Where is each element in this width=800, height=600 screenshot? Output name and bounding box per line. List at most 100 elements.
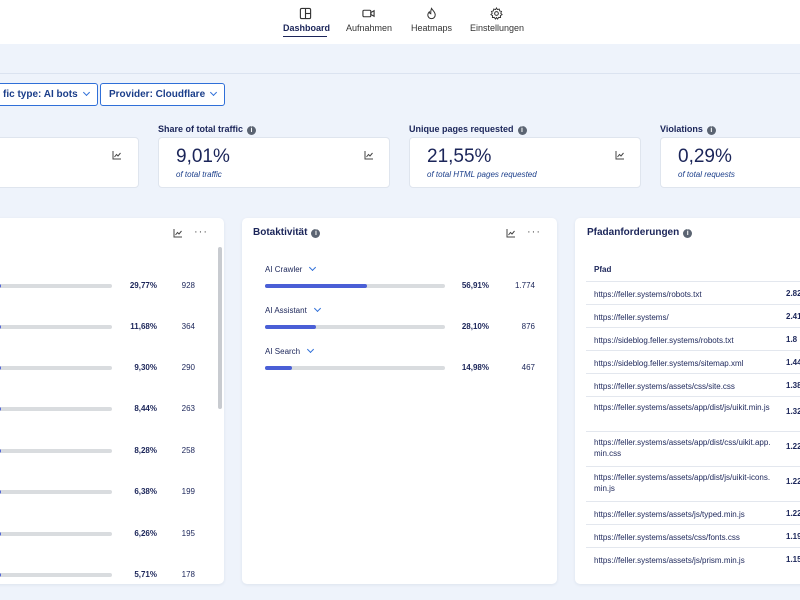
row-count: 290 <box>181 363 195 372</box>
top-navigation: Dashboard Aufnahmen Heatmaps Einstellung… <box>0 0 800 44</box>
bar-track <box>0 532 112 536</box>
table-row[interactable]: https://feller.systems/assets/js/typed.m… <box>586 501 800 522</box>
kpi-title-violations-text: Violations <box>660 124 703 134</box>
bar-fill <box>0 573 1 577</box>
path-count: 1.22 <box>786 442 800 451</box>
path-url[interactable]: https://sideblog.feller.systems/robots.t… <box>594 336 734 345</box>
kpi-title-unique-text: Unique pages requested <box>409 124 514 134</box>
kpi-card-violations: 0,29% of total requests <box>660 137 800 188</box>
row-percentage: 6,38% <box>134 487 157 496</box>
path-count: 1.8 <box>786 335 798 344</box>
kpi-sub-unique: of total HTML pages requested <box>427 170 537 179</box>
row-count: 876 <box>521 322 535 331</box>
bar-fill <box>265 325 316 329</box>
trend-chart-icon[interactable] <box>615 150 625 160</box>
path-requests-title-text: Pfadanforderungen <box>587 227 680 238</box>
bar-track <box>265 366 445 370</box>
row-count: 199 <box>181 487 195 496</box>
kpi-value-share: 9,01% <box>176 146 230 167</box>
table-row[interactable]: https://sideblog.feller.systems/robots.t… <box>586 327 800 348</box>
more-options-icon[interactable]: ··· <box>194 226 208 238</box>
nav-einstellungen[interactable]: Einstellungen <box>470 7 525 33</box>
chevron-down-icon <box>309 263 317 272</box>
row-count: 467 <box>521 363 535 372</box>
bot-category-label: AI Search <box>265 347 301 356</box>
row-percentage: 6,26% <box>134 529 157 538</box>
kpi-value-violations: 0,29% <box>678 146 732 167</box>
path-url[interactable]: https://feller.systems/robots.txt <box>594 290 702 299</box>
path-url[interactable]: https://feller.systems/assets/app/dist/j… <box>594 403 770 412</box>
trend-chart-icon[interactable] <box>506 228 516 238</box>
path-url[interactable]: https://feller.systems/assets/css/site.c… <box>594 382 735 391</box>
provider-filter[interactable]: Provider: Cloudflare <box>100 83 226 106</box>
bot-category-dropdown[interactable]: AI Crawler <box>265 263 317 274</box>
bot-category-dropdown[interactable]: AI Search <box>265 345 315 356</box>
provider-filter-label: Provider: Cloudflare <box>109 89 206 100</box>
row-count: 178 <box>181 570 195 579</box>
bar-track <box>265 325 445 329</box>
scrollbar[interactable] <box>218 247 222 409</box>
table-row[interactable]: https://feller.systems/assets/css/fonts.… <box>586 524 800 545</box>
nav-dashboard[interactable]: Dashboard <box>283 7 331 37</box>
path-url[interactable]: https://feller.systems/assets/css/fonts.… <box>594 533 740 542</box>
chevron-down-icon <box>307 345 315 354</box>
row-count: 258 <box>181 446 195 455</box>
bar-fill <box>0 407 1 411</box>
path-url[interactable]: https://feller.systems/assets/app/dist/c… <box>594 438 771 458</box>
bot-category-label: AI Crawler <box>265 265 303 274</box>
path-count: 2.82 <box>786 289 800 298</box>
table-row[interactable]: https://feller.systems/robots.txt 2.82 <box>586 281 800 302</box>
path-count: 1.22 <box>786 509 800 518</box>
flame-icon <box>426 7 436 20</box>
row-percentage: 11,68% <box>130 322 157 331</box>
table-row[interactable]: https://feller.systems/assets/app/dist/c… <box>586 431 800 464</box>
more-options-icon[interactable]: ··· <box>527 226 541 238</box>
bar-fill <box>0 532 1 536</box>
bar-fill <box>0 490 1 494</box>
path-requests-panel <box>575 218 800 584</box>
info-icon[interactable]: i <box>247 126 257 135</box>
path-column-header[interactable]: Pfad <box>594 265 612 274</box>
bar-track <box>0 366 112 370</box>
bar-track <box>0 407 112 411</box>
traffic-type-filter[interactable]: fic type: AI bots <box>0 83 98 106</box>
row-percentage: 8,28% <box>134 446 157 455</box>
nav-heatmaps[interactable]: Heatmaps <box>411 7 452 33</box>
bot-category-dropdown[interactable]: AI Assistant <box>265 304 321 315</box>
video-icon <box>362 9 375 18</box>
row-count: 195 <box>181 529 195 538</box>
chevron-down-icon <box>210 88 218 97</box>
path-url[interactable]: https://feller.systems/assets/app/dist/j… <box>594 473 771 493</box>
path-url[interactable]: https://feller.systems/assets/js/prism.m… <box>594 556 745 565</box>
path-url[interactable]: https://feller.systems/ <box>594 313 669 322</box>
kpi-title-share-text: Share of total traffic <box>158 124 244 134</box>
chevron-down-icon <box>313 304 321 313</box>
info-icon[interactable]: i <box>517 126 527 135</box>
path-url[interactable]: https://sideblog.feller.systems/sitemap.… <box>594 359 744 368</box>
trend-chart-icon[interactable] <box>173 228 183 238</box>
path-url[interactable]: https://feller.systems/assets/js/typed.m… <box>594 510 745 519</box>
left-panel <box>0 218 224 584</box>
table-row[interactable]: https://feller.systems/2.41 <box>586 304 800 325</box>
kpi-card-share: 9,01% of total traffic <box>158 137 390 188</box>
info-icon[interactable]: i <box>311 229 321 238</box>
info-icon[interactable]: i <box>683 229 693 238</box>
toolbar-divider <box>0 73 800 74</box>
path-count: 1.22 <box>786 477 800 486</box>
info-icon[interactable]: i <box>706 126 716 135</box>
table-row[interactable]: https://feller.systems/assets/app/dist/j… <box>586 396 800 429</box>
row-percentage: 14,98% <box>461 363 489 372</box>
table-row[interactable]: https://feller.systems/assets/js/prism.m… <box>586 547 800 568</box>
table-row[interactable]: https://feller.systems/assets/app/dist/j… <box>586 466 800 499</box>
nav-dashboard-label: Dashboard <box>283 23 331 33</box>
traffic-type-filter-label: fic type: AI bots <box>3 89 78 100</box>
kpi-value-unique: 21,55% <box>427 146 492 167</box>
table-row[interactable]: https://sideblog.feller.systems/sitemap.… <box>586 350 800 371</box>
nav-einstellungen-label: Einstellungen <box>470 23 525 33</box>
table-row[interactable]: https://feller.systems/assets/css/site.c… <box>586 373 800 394</box>
trend-chart-icon[interactable] <box>112 150 122 160</box>
trend-chart-icon[interactable] <box>364 150 374 160</box>
nav-aufnahmen[interactable]: Aufnahmen <box>346 7 392 33</box>
path-count: 1.38 <box>786 381 800 390</box>
path-count: 1.15 <box>786 555 800 564</box>
